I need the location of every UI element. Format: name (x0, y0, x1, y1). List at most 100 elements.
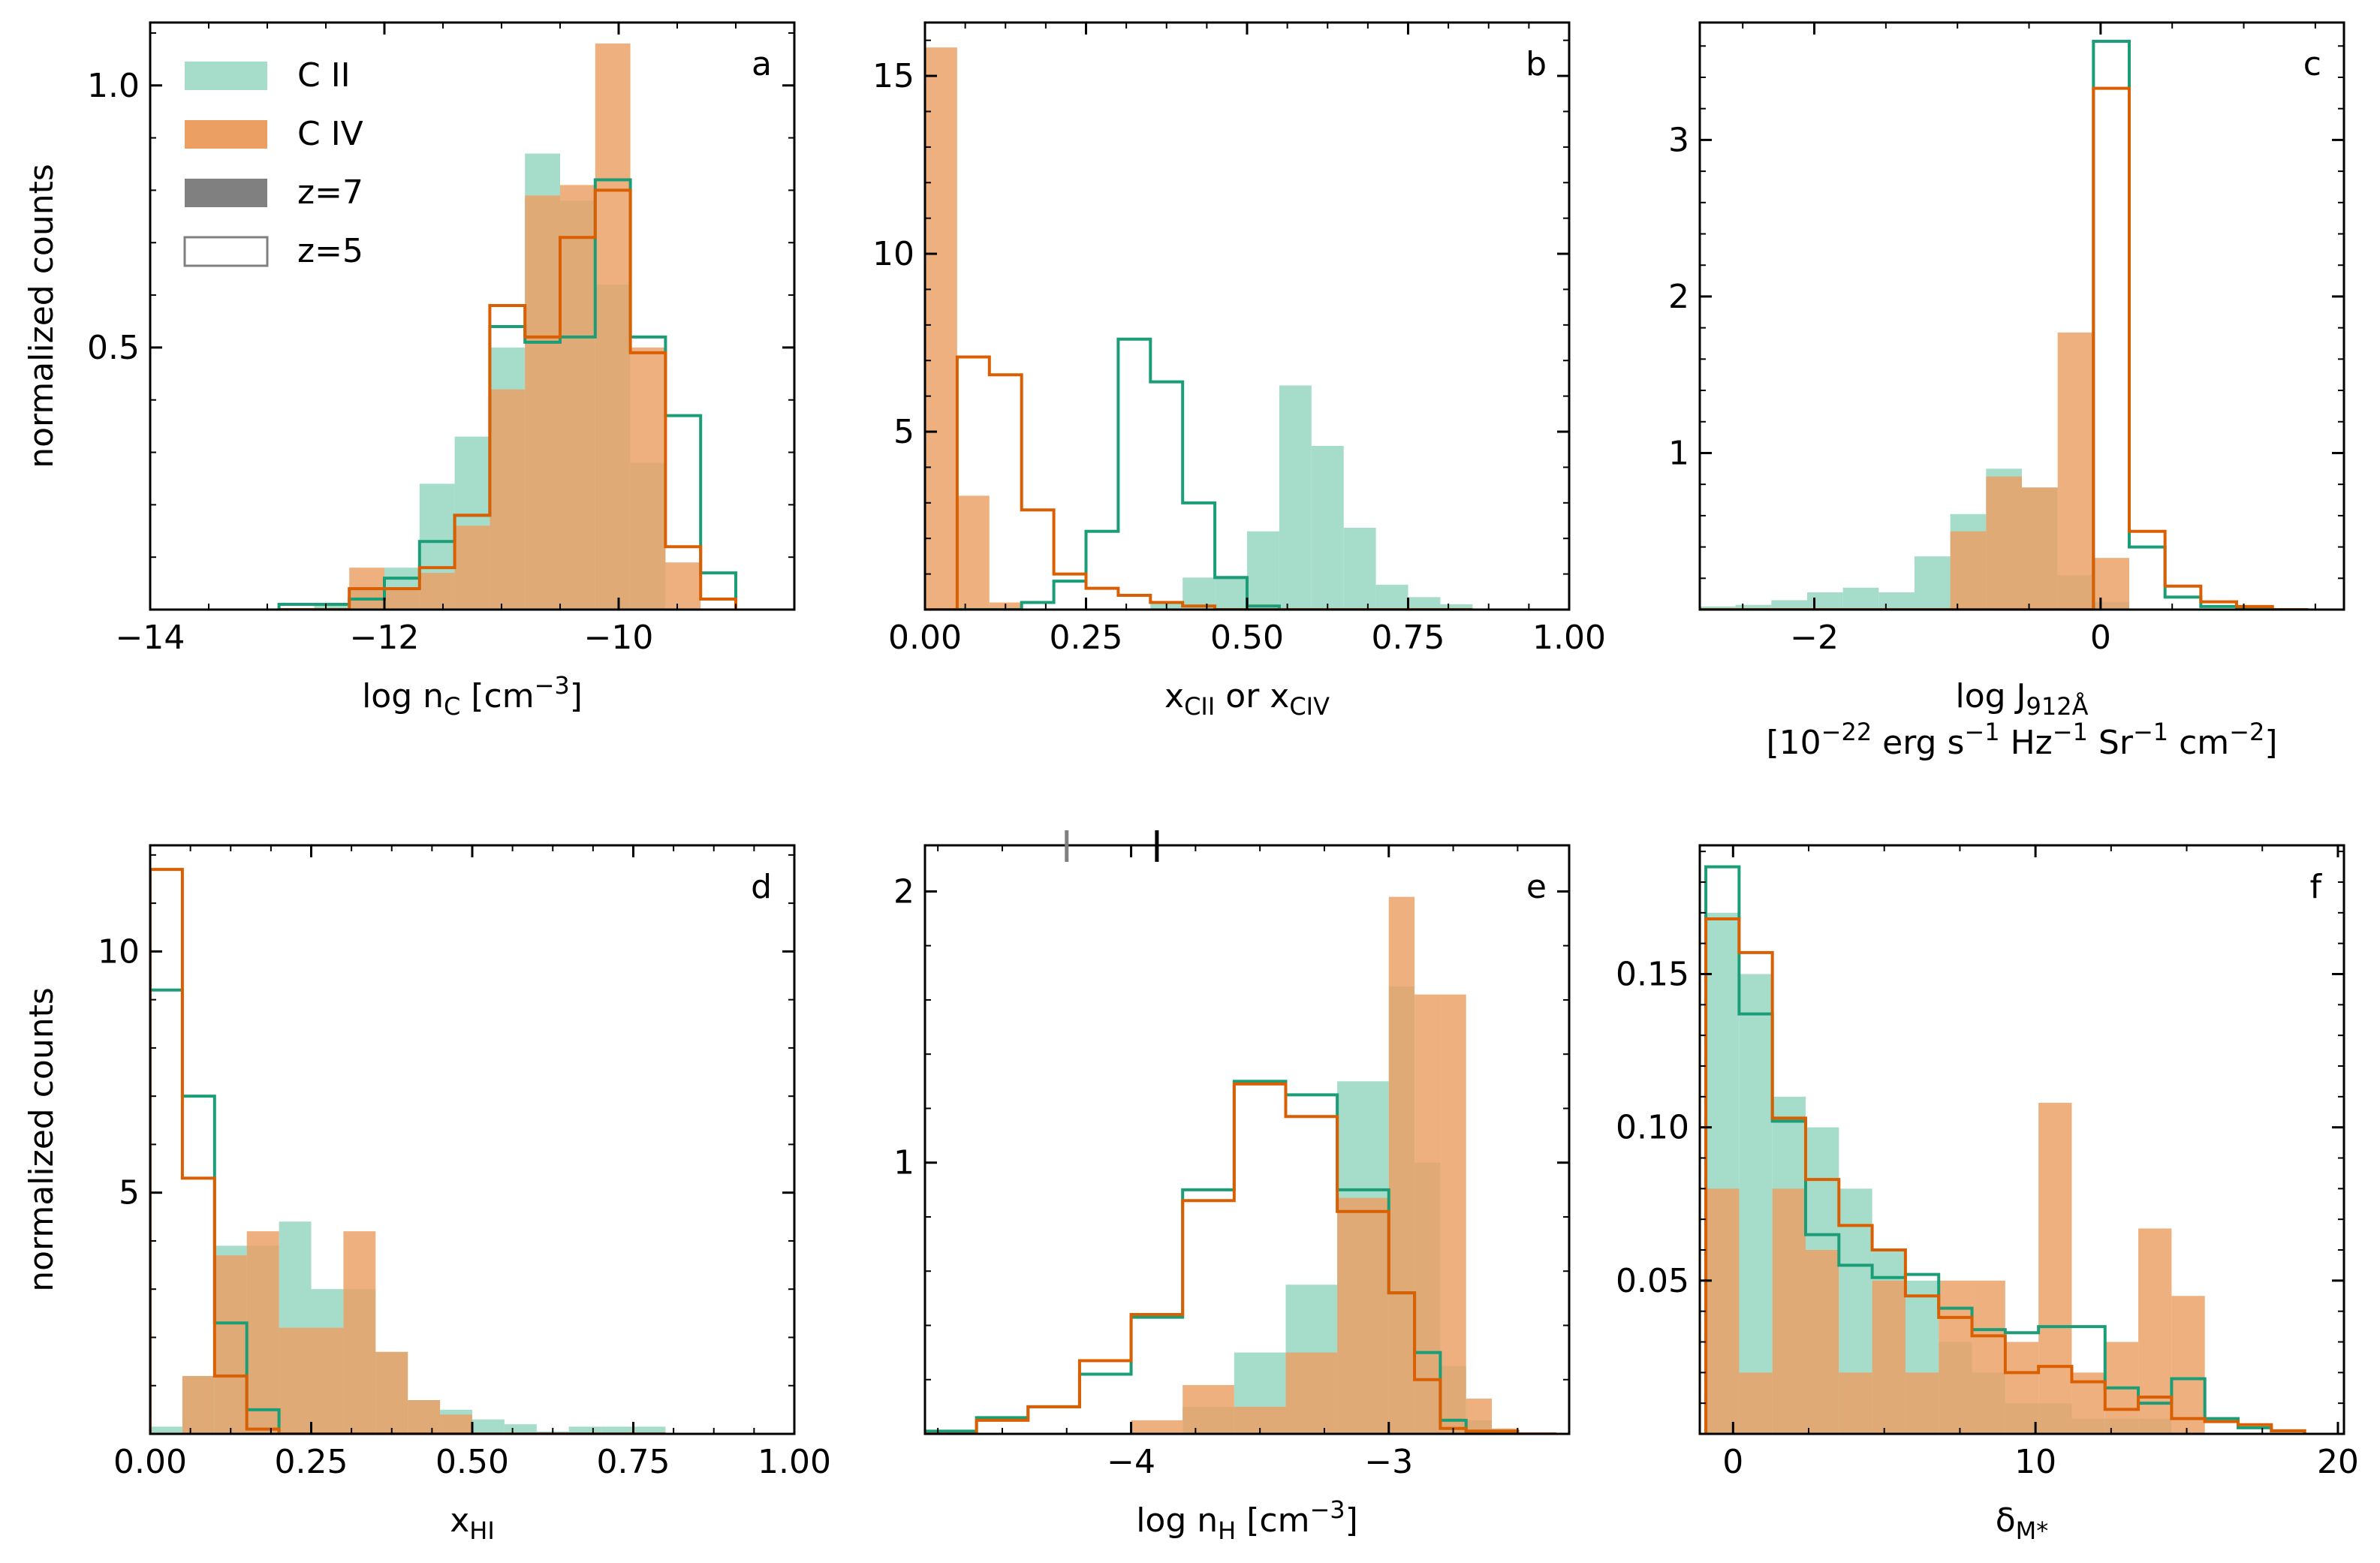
bar-f-c-iv-z7-7 (1939, 1280, 1972, 1434)
xlabel-f: δM*​ (1996, 1501, 2049, 1545)
bar-e-c-iv-z7-7 (1285, 1352, 1338, 1434)
bar-a-c-iv-z7-4 (419, 573, 455, 610)
legend: C II C IV z=7 z=5 (183, 56, 363, 270)
ytick-label-b: 5 (893, 413, 914, 451)
legend-swatch-0 (185, 62, 267, 90)
panel-c: −2 0 1 2 3 c log J912Å​[10−22​ erg s−1​ Hz−1​ … (1668, 21, 2345, 762)
bar-d-c-iv-z7-1 (182, 1375, 215, 1434)
step-b-c-iv-z5 (925, 355, 1473, 610)
bar-c-c-ii-z7-6 (1915, 556, 1951, 610)
bar-f-c-iv-z7-5 (1872, 1280, 1906, 1434)
xtick-label-c: 0 (2090, 619, 2111, 657)
bar-c-c-ii-z7-2 (1771, 600, 1807, 610)
bar-d-c-ii-z7-15 (633, 1426, 666, 1434)
bar-d-c-iv-z7-9 (440, 1414, 472, 1434)
bar-b-c-ii-z7-15 (1408, 597, 1441, 610)
bar-d-c-ii-z7-0 (150, 1426, 182, 1434)
bar-c-c-ii-z7-0 (1700, 606, 1736, 610)
panel-letter-b: b (1526, 45, 1547, 83)
xtick-label-b: 0.00 (888, 619, 962, 657)
bar-a-c-iv-z7-3 (384, 589, 420, 610)
bar-f-c-iv-z7-2 (1772, 1188, 1806, 1434)
legend-swatch-2 (185, 179, 267, 207)
xtick-label-a: −14 (116, 619, 185, 657)
axes-frame-c (1698, 21, 2345, 611)
xtick-label-f: 20 (2317, 1443, 2359, 1481)
panel-a: −14 −12 −10 0.5 1.0 a log nC​ [cm−3​] normalize… (23, 21, 796, 721)
xtick-label-b: 0.50 (1210, 619, 1284, 657)
xtick-label-a: −10 (584, 619, 654, 657)
ytick-label-b: 10 (872, 235, 914, 273)
bar-f-c-iv-z7-9 (2005, 1342, 2039, 1434)
xtick-label-c: −2 (1790, 619, 1839, 657)
xtick-label-b: 0.75 (1372, 619, 1445, 657)
bar-c-c-iv-z7-7 (1950, 531, 1987, 610)
bar-a-c-iv-z7-9 (595, 43, 631, 610)
xlabel-d: xHI​ (450, 1501, 495, 1545)
ytick-label-d: 10 (98, 932, 140, 971)
bar-f-c-iv-z7-14 (2171, 1296, 2205, 1434)
xtick-label-f: 0 (1722, 1443, 1743, 1481)
bar-c-c-iv-z7-11 (2093, 558, 2129, 610)
plot-area-e (925, 896, 1556, 1434)
bar-c-c-ii-z7-3 (1807, 592, 1843, 610)
legend-swatch-1 (185, 120, 267, 149)
bar-b-c-iv-z7-1 (957, 495, 990, 610)
step-f-c-iv-z5 (1704, 917, 2306, 1434)
bar-a-c-iv-z7-8 (560, 185, 595, 610)
bar-b-c-ii-z7-10 (1247, 531, 1279, 610)
panel-letter-f: f (2310, 868, 2323, 906)
step-c-c-iv-z5 (1700, 86, 2309, 610)
bar-c-c-iv-z7-9 (2022, 487, 2058, 610)
bar-e-c-iv-z7-12 (1466, 1399, 1493, 1434)
bar-b-c-ii-z7-9 (1215, 575, 1247, 610)
xtick-label-b: 1.00 (1532, 619, 1606, 657)
bar-d-c-iv-z7-8 (408, 1400, 441, 1434)
bar-d-c-iv-z7-2 (214, 1255, 247, 1434)
bar-c-c-ii-z7-1 (1735, 604, 1772, 610)
xlabel-a: log nC​ [cm−3​] (362, 671, 583, 721)
ytick-label-a: 1.0 (87, 67, 140, 105)
plot-area-b (925, 47, 1473, 610)
bar-c-c-iv-z7-8 (1986, 476, 2022, 610)
ylabel-a: normalized counts (23, 164, 61, 468)
panel-letter-d: d (751, 868, 772, 906)
bar-e-c-iv-z7-8 (1337, 1197, 1389, 1434)
panel-f: 0 10 20 0.05 0.10 0.15 f δM*​ (1616, 844, 2359, 1545)
plot-area-d (150, 868, 666, 1434)
xtick-label-d: 0.50 (435, 1443, 509, 1481)
ytick-label-e: 1 (893, 1144, 914, 1182)
plot-area-c (1700, 40, 2309, 610)
bar-f-c-iv-z7-6 (1905, 1372, 1939, 1434)
legend-label-3: z=5 (297, 232, 363, 270)
bar-d-c-ii-z7-10 (472, 1419, 505, 1434)
axes-frame-f (1698, 844, 2345, 1435)
plot-area-f (1704, 865, 2306, 1434)
bar-a-c-ii-z7-1 (314, 604, 350, 610)
xlabel-b: xCII​ or xCIV​ (1164, 677, 1330, 721)
step-d-c-iv-z5 (150, 868, 666, 1434)
panel-letter-a: a (752, 45, 772, 83)
panel-letter-e: e (1526, 868, 1547, 906)
bar-b-c-iv-z7-0 (925, 47, 957, 610)
bar-e-c-iv-z7-10 (1414, 994, 1441, 1434)
panel-e: −4 −3 1 2 e log nH​ [cm−3​] (893, 830, 1571, 1545)
bar-d-c-iv-z7-6 (343, 1231, 376, 1434)
bar-d-c-ii-z7-14 (601, 1426, 634, 1434)
bar-e-c-iv-z7-11 (1440, 994, 1466, 1434)
bar-b-c-ii-z7-13 (1343, 527, 1376, 610)
legend-swatch-3 (183, 236, 269, 267)
xtick-label-d: 1.00 (758, 1443, 831, 1481)
bar-f-c-iv-z7-3 (1805, 1250, 1839, 1434)
xtick-label-e: −4 (1107, 1443, 1155, 1481)
axes-frame-e (923, 844, 1571, 1435)
ytick-label-b: 15 (872, 57, 914, 95)
bar-c-c-ii-z7-4 (1842, 587, 1879, 610)
ytick-label-e: 2 (893, 872, 914, 911)
xtick-label-a: −12 (350, 619, 420, 657)
bar-a-c-iv-z7-6 (490, 389, 526, 610)
ytick-label-f: 0.10 (1616, 1109, 1689, 1147)
bar-f-c-iv-z7-13 (2138, 1228, 2172, 1434)
bar-a-c-iv-z7-11 (665, 562, 701, 610)
